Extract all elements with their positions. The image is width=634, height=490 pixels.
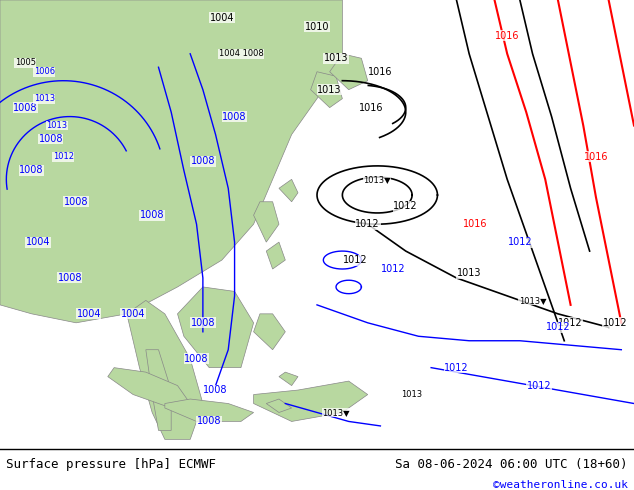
Text: 1016: 1016	[359, 102, 383, 113]
Text: 1012: 1012	[53, 152, 74, 161]
Text: 1012: 1012	[444, 363, 469, 373]
Text: 1016: 1016	[463, 219, 488, 229]
Polygon shape	[311, 72, 342, 108]
Text: 1012: 1012	[343, 255, 367, 265]
Text: 1008: 1008	[197, 416, 221, 426]
Text: 1008: 1008	[13, 102, 37, 113]
Text: 1013▼: 1013▼	[519, 296, 547, 305]
Text: 1012: 1012	[527, 381, 551, 391]
Polygon shape	[266, 399, 292, 413]
Text: 1012: 1012	[559, 318, 583, 328]
Text: 1013: 1013	[324, 53, 348, 63]
Polygon shape	[254, 381, 368, 421]
Text: 1016: 1016	[584, 152, 608, 162]
Text: 1008: 1008	[204, 385, 228, 395]
Text: 1012: 1012	[603, 318, 627, 328]
Text: 1010: 1010	[305, 22, 329, 32]
Polygon shape	[254, 314, 285, 350]
Text: ©weatheronline.co.uk: ©weatheronline.co.uk	[493, 480, 628, 490]
Text: 1008: 1008	[64, 197, 88, 207]
Polygon shape	[108, 368, 190, 408]
Text: Sa 08-06-2024 06:00 UTC (18+60): Sa 08-06-2024 06:00 UTC (18+60)	[395, 458, 628, 471]
Text: 1008: 1008	[184, 354, 209, 364]
Text: 1016: 1016	[368, 67, 392, 77]
Text: 1004: 1004	[210, 13, 234, 23]
Polygon shape	[178, 287, 254, 368]
Text: 1008: 1008	[20, 165, 44, 175]
Text: 1012: 1012	[356, 219, 380, 229]
Text: 1008: 1008	[140, 210, 164, 220]
Text: Surface pressure [hPa] ECMWF: Surface pressure [hPa] ECMWF	[6, 458, 216, 471]
Text: 1016: 1016	[495, 31, 519, 41]
Text: 1013: 1013	[401, 390, 423, 399]
Polygon shape	[127, 300, 203, 440]
Text: 1008: 1008	[223, 112, 247, 122]
Text: 1012: 1012	[508, 237, 532, 247]
Text: 1004: 1004	[121, 309, 145, 319]
Text: 1013▼: 1013▼	[363, 175, 391, 184]
Polygon shape	[279, 372, 298, 386]
Polygon shape	[254, 202, 279, 242]
Polygon shape	[279, 179, 298, 202]
Text: 1013▼: 1013▼	[322, 408, 350, 417]
Text: 1013: 1013	[46, 121, 68, 130]
Polygon shape	[146, 350, 171, 430]
Text: 1012: 1012	[546, 322, 570, 332]
Text: 1006: 1006	[34, 67, 55, 76]
Text: 1004 1008: 1004 1008	[219, 49, 263, 58]
Text: 1004: 1004	[26, 237, 50, 247]
Text: 1013: 1013	[34, 94, 55, 103]
Text: 1008: 1008	[39, 134, 63, 144]
Text: 1004: 1004	[77, 309, 101, 319]
Text: 1013: 1013	[318, 85, 342, 95]
Polygon shape	[330, 54, 368, 90]
Polygon shape	[266, 242, 285, 269]
Text: 1012: 1012	[381, 264, 405, 274]
Polygon shape	[165, 399, 254, 421]
Text: 1012: 1012	[394, 201, 418, 211]
Polygon shape	[0, 0, 342, 323]
Text: 1008: 1008	[191, 156, 215, 167]
Text: 1013: 1013	[457, 269, 481, 278]
Text: 1005: 1005	[15, 58, 36, 67]
Text: 1008: 1008	[58, 273, 82, 283]
Text: 1008: 1008	[191, 318, 215, 328]
